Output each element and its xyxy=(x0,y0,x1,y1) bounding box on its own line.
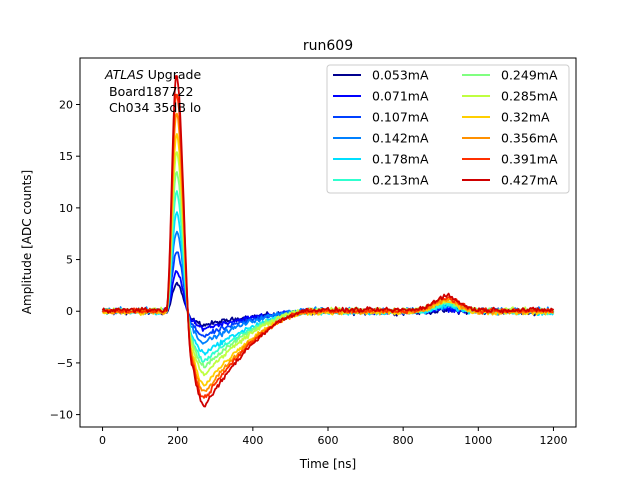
series-line-0.427mA xyxy=(101,75,555,408)
y-tick-label: 20 xyxy=(59,99,73,112)
legend: 0.053mA 0.071mA 0.107mA 0.142mA 0.178mA 0.213… xyxy=(326,64,570,194)
y-axis-label: Amplitude [ADC counts] xyxy=(20,170,34,314)
x-tick-label: 600 xyxy=(318,434,339,447)
legend-label: 0.053mA xyxy=(372,68,429,83)
y-tick-label: −10 xyxy=(50,409,73,422)
legend-items: 0.053mA 0.071mA 0.107mA 0.142mA 0.178mA 0.213… xyxy=(333,68,558,188)
plot-area xyxy=(101,75,555,408)
x-tick-label: 1200 xyxy=(539,434,567,447)
series-lines xyxy=(101,75,555,408)
x-tick-label: 0 xyxy=(99,434,106,447)
legend-label: 0.285mA xyxy=(501,89,558,104)
legend-label: 0.356mA xyxy=(501,131,558,146)
legend-label: 0.391mA xyxy=(501,152,558,167)
annotation-line-1: ATLAS Upgrade xyxy=(104,67,201,82)
legend-label: 0.427mA xyxy=(501,173,558,188)
x-tick-label: 200 xyxy=(167,434,188,447)
x-axis-ticks: 0 200 400 600 800 1000 1200 xyxy=(99,427,567,447)
y-tick-label: 10 xyxy=(59,202,73,215)
annotation-atlas: ATLAS xyxy=(104,67,144,82)
x-tick-label: 1000 xyxy=(464,434,492,447)
legend-box xyxy=(326,64,570,194)
annotation-channel: Ch034 35dB lo xyxy=(109,100,201,115)
y-tick-label: −5 xyxy=(57,357,73,370)
y-tick-label: 5 xyxy=(66,254,73,267)
y-tick-label: 15 xyxy=(59,150,73,163)
legend-label: 0.071mA xyxy=(372,89,429,104)
annotation-upgrade: Upgrade xyxy=(144,67,202,82)
legend-label: 0.213mA xyxy=(372,173,429,188)
x-tick-label: 800 xyxy=(393,434,414,447)
annotation-board: Board187722 xyxy=(109,84,193,99)
y-tick-label: 0 xyxy=(66,305,73,318)
legend-label: 0.32mA xyxy=(501,110,550,125)
legend-label: 0.249mA xyxy=(501,68,558,83)
atlas-annotation: ATLAS Upgrade Board187722 Ch034 35dB lo xyxy=(104,67,201,115)
legend-label: 0.178mA xyxy=(372,152,429,167)
y-axis-ticks: −10 −5 0 5 10 15 20 xyxy=(50,99,80,422)
legend-label: 0.107mA xyxy=(372,110,429,125)
legend-label: 0.142mA xyxy=(372,131,429,146)
x-axis-label: Time [ns] xyxy=(299,457,356,471)
x-tick-label: 400 xyxy=(242,434,263,447)
chart-title: run609 xyxy=(303,38,353,54)
